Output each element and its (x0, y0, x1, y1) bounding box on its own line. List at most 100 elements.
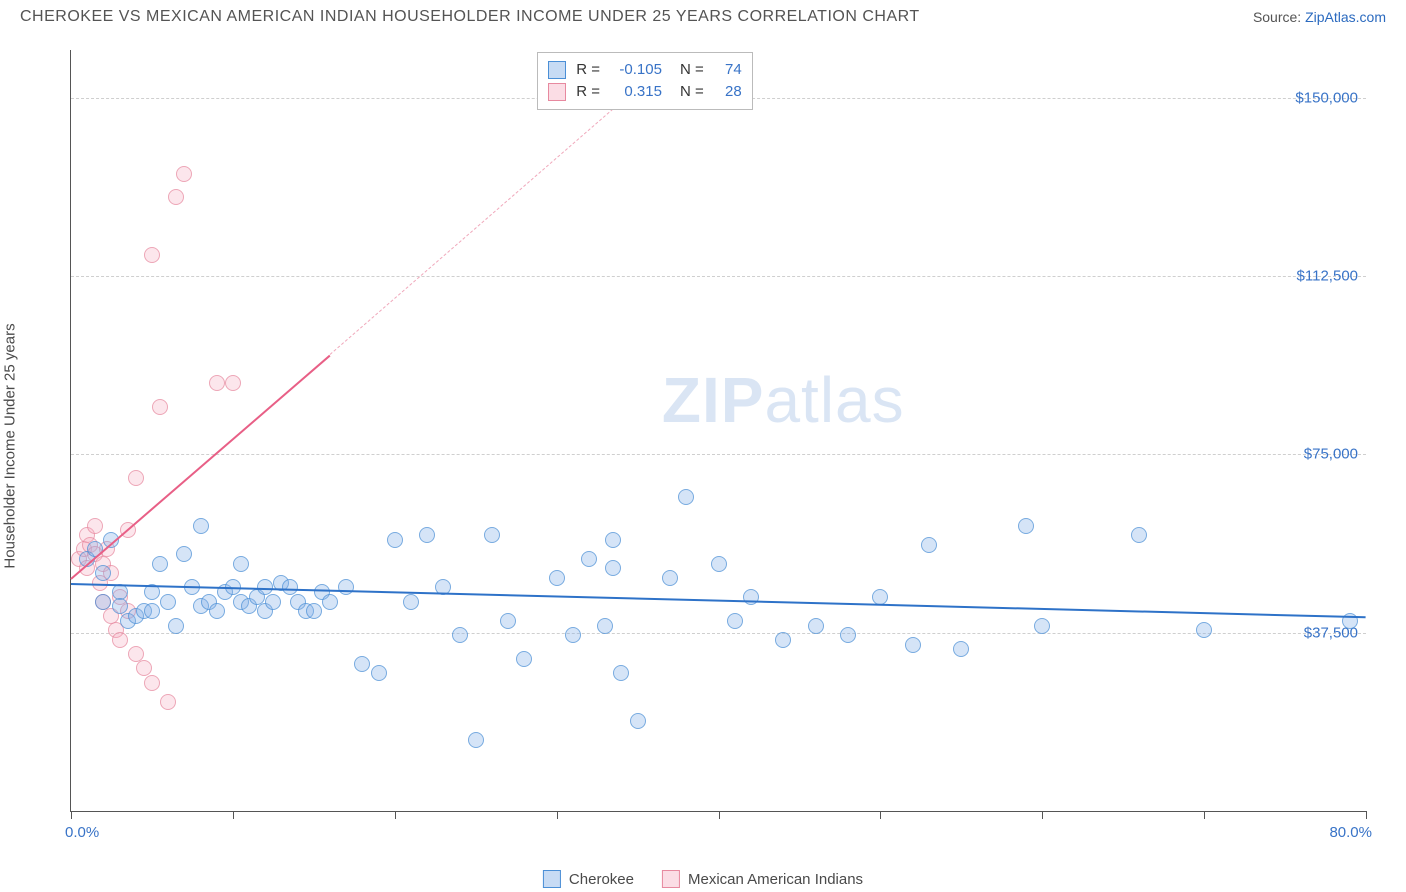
data-point (265, 594, 281, 610)
y-tick-label: $75,000 (1304, 446, 1358, 463)
data-point (605, 560, 621, 576)
swatch-blue-icon (543, 870, 561, 888)
y-axis-label: Householder Income Under 25 years (2, 323, 19, 568)
data-point (168, 618, 184, 634)
x-min-label: 0.0% (65, 824, 99, 841)
data-point (565, 627, 581, 643)
data-point (95, 594, 111, 610)
data-point (597, 618, 613, 634)
data-point (144, 603, 160, 619)
data-point (176, 546, 192, 562)
trend-line (70, 355, 330, 580)
data-point (338, 579, 354, 595)
source-attribution: Source: ZipAtlas.com (1253, 9, 1386, 25)
data-point (840, 627, 856, 643)
data-point (613, 665, 629, 681)
data-point (87, 518, 103, 534)
data-point (144, 247, 160, 263)
data-point (322, 594, 338, 610)
data-point (1034, 618, 1050, 634)
plot-region: ZIPatlas $37,500$75,000$112,500$150,0000… (70, 50, 1366, 812)
swatch-blue-icon (548, 61, 566, 79)
data-point (921, 537, 937, 553)
correlation-row: R =0.315N =28 (548, 81, 742, 103)
r-label: R = (576, 81, 600, 103)
data-point (1018, 518, 1034, 534)
source-prefix: Source: (1253, 9, 1305, 25)
legend: Cherokee Mexican American Indians (543, 870, 863, 888)
correlation-row: R = -0.105 N = 74 (548, 59, 742, 81)
y-tick-label: $150,000 (1295, 89, 1358, 106)
data-point (144, 675, 160, 691)
data-point (630, 713, 646, 729)
gridline (71, 633, 1366, 634)
data-point (152, 556, 168, 572)
data-point (176, 166, 192, 182)
data-point (209, 603, 225, 619)
y-tick-label: $112,500 (1297, 267, 1358, 284)
swatch-pink-icon (662, 870, 680, 888)
r-value: 0.315 (610, 81, 662, 103)
data-point (403, 594, 419, 610)
data-point (905, 637, 921, 653)
data-point (775, 632, 791, 648)
data-point (500, 613, 516, 629)
data-point (209, 375, 225, 391)
source-link[interactable]: ZipAtlas.com (1305, 9, 1386, 25)
x-tick (1204, 811, 1205, 819)
data-point (112, 632, 128, 648)
gridline (71, 276, 1366, 277)
x-tick (880, 811, 881, 819)
swatch-pink-icon (548, 83, 566, 101)
data-point (160, 694, 176, 710)
data-point (160, 594, 176, 610)
x-tick (395, 811, 396, 819)
data-point (225, 375, 241, 391)
data-point (468, 732, 484, 748)
legend-label: Mexican American Indians (688, 871, 863, 888)
data-point (193, 518, 209, 534)
data-point (387, 532, 403, 548)
data-point (516, 651, 532, 667)
data-point (419, 527, 435, 543)
data-point (1131, 527, 1147, 543)
legend-item-cherokee: Cherokee (543, 870, 634, 888)
data-point (452, 627, 468, 643)
data-point (872, 589, 888, 605)
legend-label: Cherokee (569, 871, 634, 888)
x-tick (557, 811, 558, 819)
data-point (581, 551, 597, 567)
x-tick (71, 811, 72, 819)
data-point (1196, 622, 1212, 638)
data-point (808, 618, 824, 634)
x-tick (1042, 811, 1043, 819)
watermark: ZIPatlas (662, 363, 905, 437)
data-point (168, 189, 184, 205)
r-label: R = (576, 59, 600, 81)
data-point (371, 665, 387, 681)
data-point (711, 556, 727, 572)
data-point (95, 565, 111, 581)
gridline (71, 454, 1366, 455)
data-point (549, 570, 565, 586)
chart-area: Householder Income Under 25 years ZIPatl… (20, 40, 1386, 852)
r-value: -0.105 (610, 59, 662, 81)
legend-item-mexican: Mexican American Indians (662, 870, 863, 888)
chart-title: CHEROKEE VS MEXICAN AMERICAN INDIAN HOUS… (20, 8, 920, 26)
n-value: 28 (714, 81, 742, 103)
data-point (233, 556, 249, 572)
x-max-label: 80.0% (1329, 824, 1372, 841)
data-point (662, 570, 678, 586)
data-point (306, 603, 322, 619)
chart-header: CHEROKEE VS MEXICAN AMERICAN INDIAN HOUS… (0, 0, 1406, 30)
x-tick (233, 811, 234, 819)
n-label: N = (680, 59, 704, 81)
n-value: 74 (714, 59, 742, 81)
correlation-box: R = -0.105 N = 74R = 0.315 N = 28 (537, 52, 753, 110)
x-tick (719, 811, 720, 819)
data-point (354, 656, 370, 672)
x-tick (1366, 811, 1367, 819)
data-point (152, 399, 168, 415)
data-point (727, 613, 743, 629)
data-point (605, 532, 621, 548)
